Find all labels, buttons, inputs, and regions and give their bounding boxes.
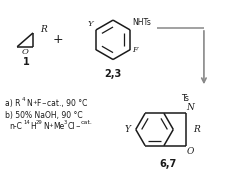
Text: O: O [22,48,29,56]
Text: −: − [42,100,46,105]
Text: n-C: n-C [9,122,22,131]
Text: 2,3: 2,3 [104,69,122,79]
Text: +: + [52,33,63,46]
Text: +: + [32,100,37,105]
Text: Cl: Cl [68,122,75,131]
Text: −: − [76,123,80,128]
Text: Me: Me [53,122,64,131]
Text: R: R [194,125,200,134]
Text: N: N [26,99,32,108]
Text: F: F [132,46,137,54]
Text: a) R: a) R [5,99,21,108]
Text: 3: 3 [64,120,67,125]
Text: N: N [187,103,195,112]
Text: 4: 4 [22,97,26,102]
Text: 6,7: 6,7 [160,159,177,169]
Text: 29: 29 [36,120,43,125]
Text: 1: 1 [23,56,30,67]
Text: cat., 90 °C: cat., 90 °C [47,99,87,108]
Text: Y: Y [88,20,93,28]
Text: +: + [49,123,54,128]
Text: 14: 14 [23,120,30,125]
Text: N: N [43,122,49,131]
Text: R: R [40,25,47,34]
Text: NHTs: NHTs [132,18,151,27]
Text: O: O [187,147,194,156]
Text: Ts: Ts [181,94,189,103]
Text: Y: Y [125,125,131,134]
Text: F: F [36,99,40,108]
Text: b) 50% NaOH, 90 °C: b) 50% NaOH, 90 °C [5,111,83,120]
Text: cat.: cat. [80,120,92,125]
Text: H: H [30,122,36,131]
